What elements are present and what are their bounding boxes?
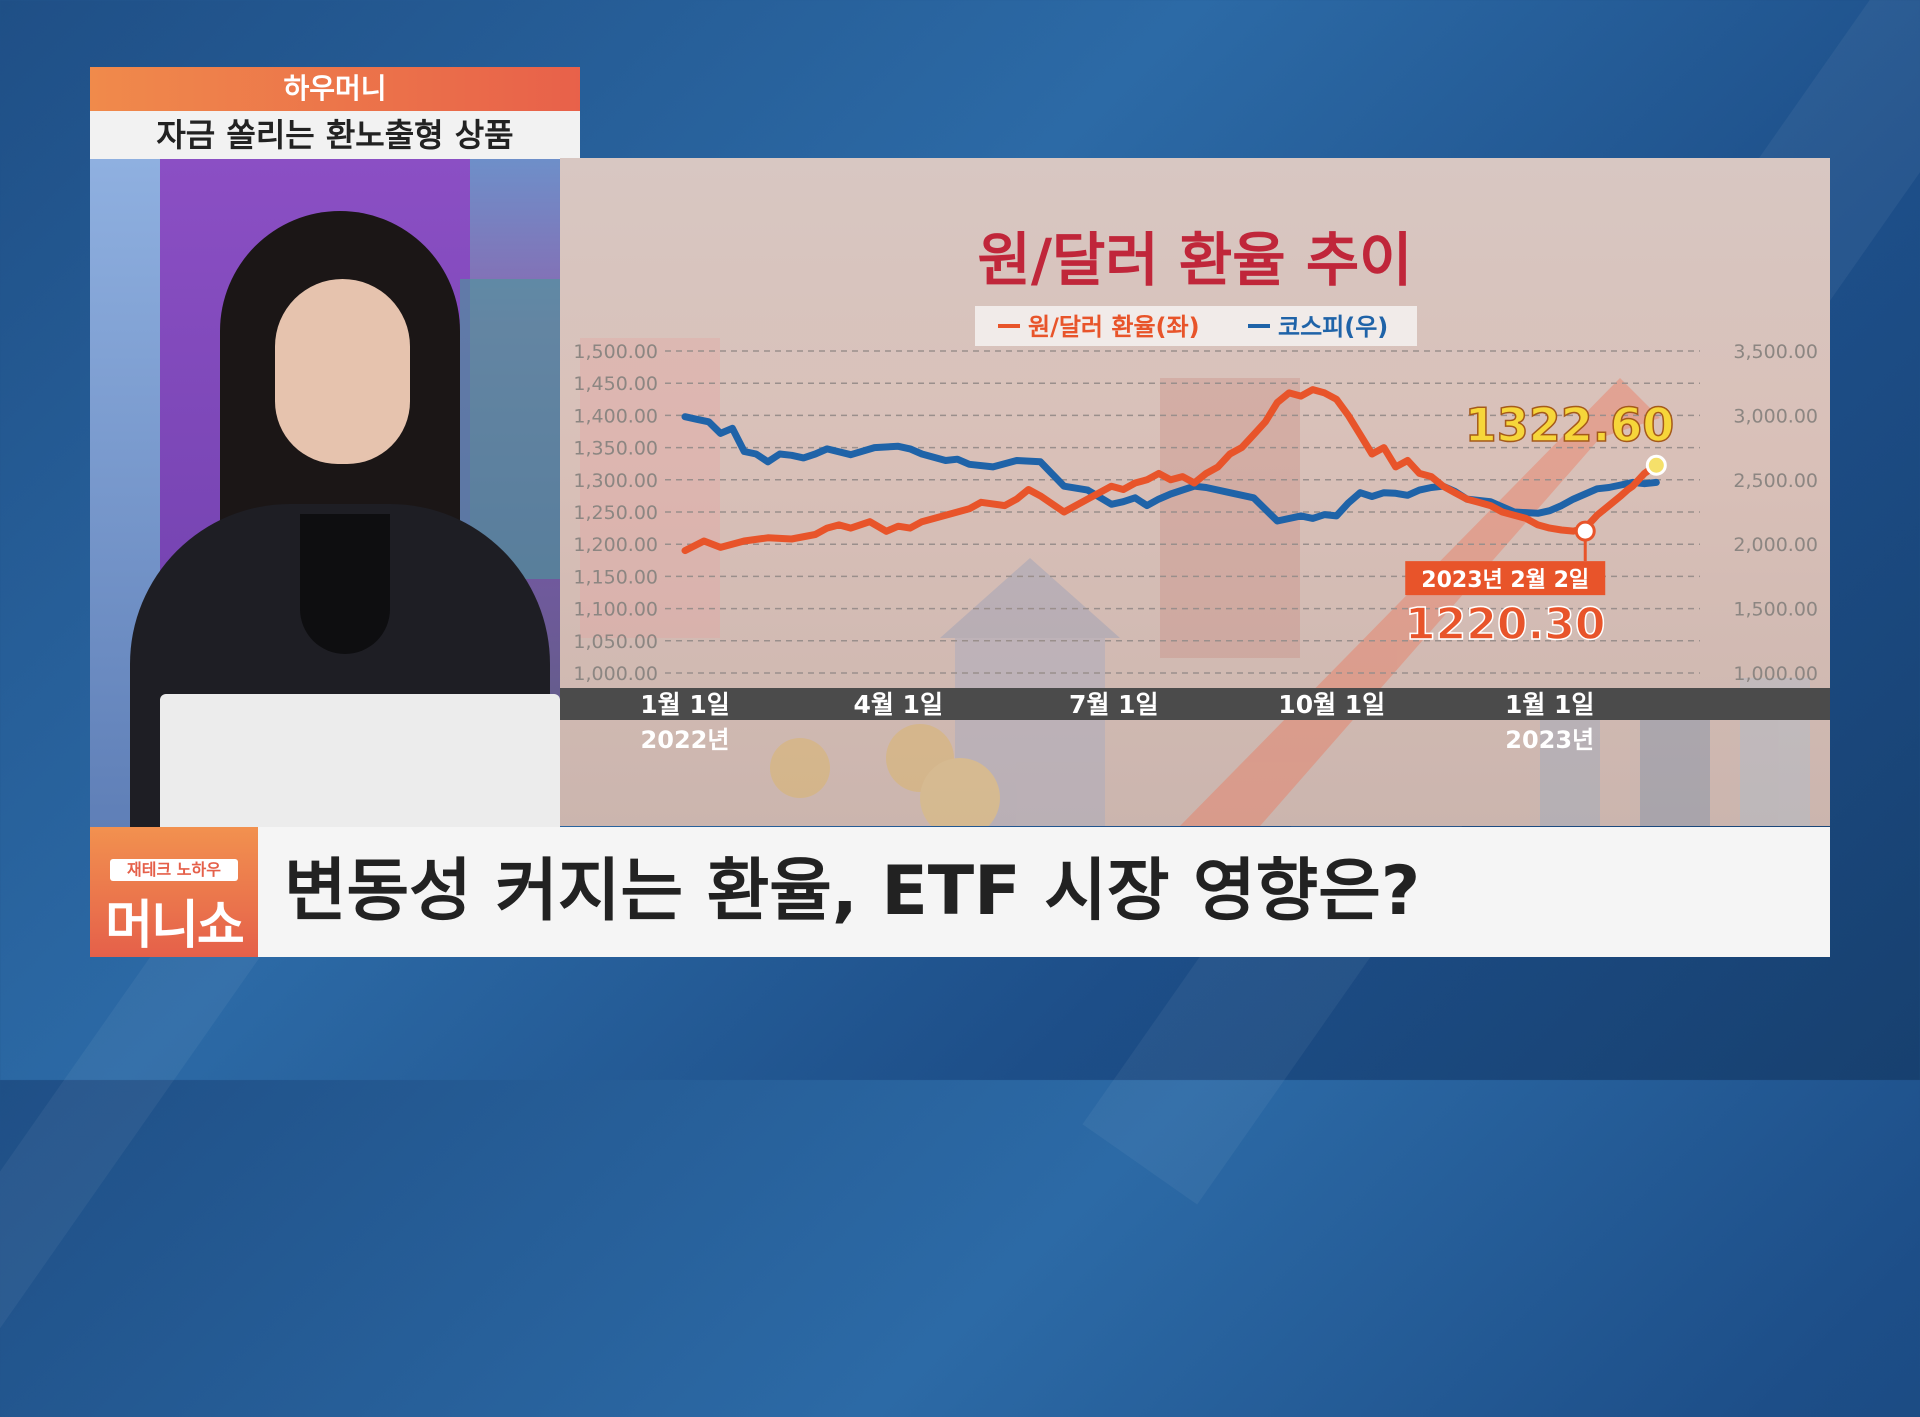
y-tick-label-left: 1,350.00 (573, 438, 658, 460)
exchange-rate-chart: 원/달러 환율 추이 원/달러 환율(좌) 코스피(우) 1,500.00 1,4… (560, 226, 1830, 826)
y-tick-label-left: 1,300.00 (573, 470, 658, 492)
x-tick-year-label: 2023년 (1505, 726, 1594, 754)
y-tick-label-right: 3,000.00 (1733, 405, 1818, 427)
annotation-layer: 1322.60 2023년 2월 2일 1220.30 (1404, 397, 1675, 650)
background-art (580, 338, 1810, 826)
segment-tag: 하우머니 자금 쏠리는 환노출형 상품 (90, 67, 580, 159)
segment-title: 하우머니 (90, 67, 580, 111)
y-tick-label-left: 1,250.00 (573, 502, 658, 524)
logo-tagline: 재테크 노하우 (110, 859, 238, 881)
y-tick-label-left: 1,200.00 (573, 534, 658, 556)
legend-label-kospi: 코스피(우) (1278, 313, 1388, 341)
presenter-shirt (300, 514, 390, 654)
annotation-label-latest: 1322.60 (1465, 398, 1675, 452)
chart-panel: 원/달러 환율 추이 원/달러 환율(좌) 코스피(우) 1,500.00 1,4… (560, 158, 1830, 826)
chart-legend: 원/달러 환율(좌) 코스피(우) (975, 306, 1417, 346)
y-tick-label-left: 1,150.00 (573, 566, 658, 588)
annotation-date-box (1405, 561, 1606, 596)
y-tick-label-left: 1,400.00 (573, 405, 658, 427)
annotation-value-label: 1220.30 (1405, 599, 1605, 650)
y-tick-label-left: 1,500.00 (573, 341, 658, 363)
legend-background (975, 306, 1417, 346)
headline-bar: 변동성 커지는 환율, ETF 시장 영향은? (258, 827, 1830, 957)
y-tick-label-left: 1,000.00 (573, 663, 658, 685)
y-axis-right: 3,500.00 3,000.00 2,500.00 2,000.00 1,500.00… (1733, 341, 1818, 685)
annotation-date-label: 2023년 2월 2일 (1421, 568, 1589, 593)
x-tick-label: 10월 1일 (1278, 690, 1385, 719)
y-tick-label-left: 1,100.00 (573, 599, 658, 621)
annotation-marker-low (1574, 520, 1596, 542)
x-tick-label: 7월 1일 (1069, 690, 1159, 719)
x-tick-label: 1월 1일 (1505, 690, 1595, 719)
headline: 변동성 커지는 환율, ETF 시장 영향은? (284, 852, 1421, 931)
laptop (160, 694, 560, 827)
show-logo: 재테크 노하우 머니쇼 (90, 827, 258, 957)
y-tick-label-left: 1,450.00 (573, 373, 658, 395)
series-line-kospi (681, 413, 1660, 525)
chart-title: 원/달러 환율 추이 (977, 226, 1412, 294)
y-axis-left: 1,500.00 1,450.00 1,400.00 1,350.00 1,300.00… (573, 341, 658, 685)
series-line-fx (681, 386, 1660, 555)
x-axis: 1월 1일 2022년 4월 1일 7월 1일 10월 1일 1월 1일 2023년 (640, 690, 1594, 754)
series-layer (681, 386, 1660, 555)
x-tick-label: 4월 1일 (853, 690, 943, 719)
y-tick-label-right: 3,500.00 (1733, 341, 1818, 363)
lower-third: 재테크 노하우 머니쇼 변동성 커지는 환율, ETF 시장 영향은? (90, 827, 1830, 957)
presenter-face (275, 279, 410, 464)
y-tick-label-right: 1,500.00 (1733, 599, 1818, 621)
y-tick-label-right: 2,000.00 (1733, 534, 1818, 556)
legend-label-fx: 원/달러 환율(좌) (1028, 313, 1200, 341)
presenter-video (90, 159, 560, 827)
y-tick-label-right: 1,000.00 (1733, 663, 1818, 685)
x-tick-label: 1월 1일 (640, 690, 730, 719)
x-axis-band (560, 688, 1830, 720)
x-tick-year-label: 2022년 (641, 726, 730, 754)
logo-wordmark: 머니쇼 (105, 896, 245, 956)
y-tick-label-right: 2,500.00 (1733, 470, 1818, 492)
segment-subtitle: 자금 쏠리는 환노출형 상품 (90, 111, 580, 159)
annotation-marker-latest (1645, 454, 1667, 476)
y-tick-label-left: 1,050.00 (573, 631, 658, 653)
